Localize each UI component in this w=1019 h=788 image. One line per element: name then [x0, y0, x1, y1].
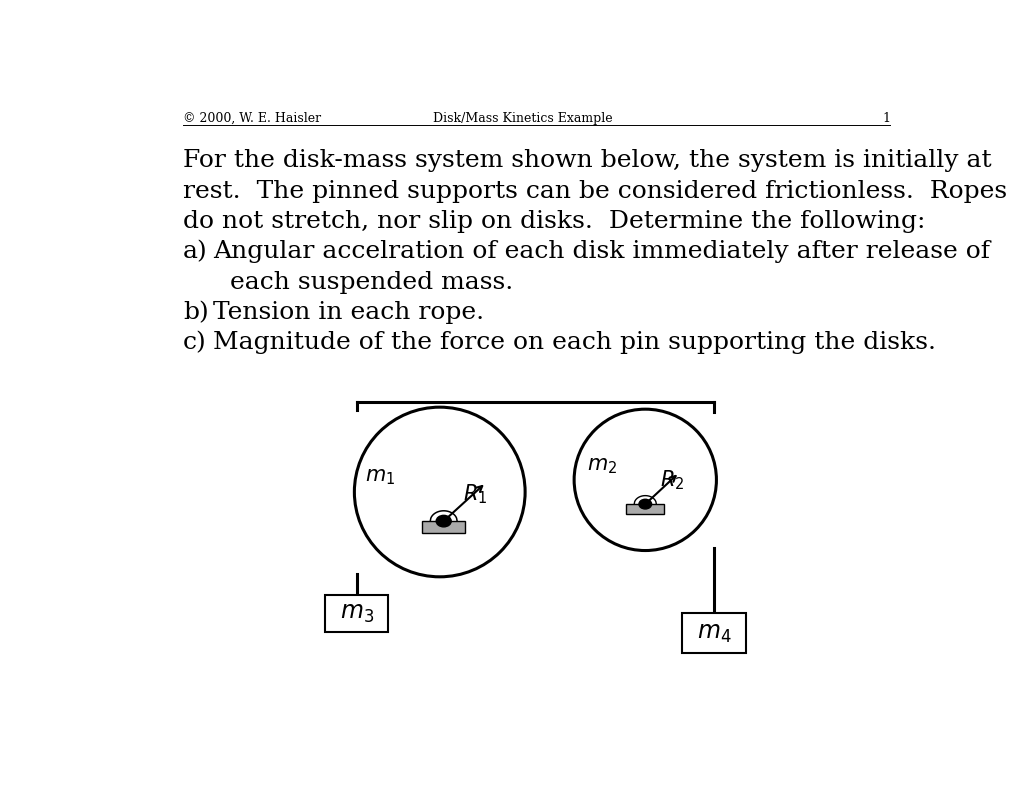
Bar — [325, 595, 388, 631]
Circle shape — [638, 500, 651, 509]
Text: do not stretch, nor slip on disks.  Determine the following:: do not stretch, nor slip on disks. Deter… — [182, 210, 924, 232]
Text: Disk/Mass Kinetics Example: Disk/Mass Kinetics Example — [432, 112, 612, 125]
Text: Angular accelration of each disk immediately after release of: Angular accelration of each disk immedia… — [213, 240, 988, 263]
Text: 1: 1 — [881, 112, 890, 125]
Text: For the disk-mass system shown below, the system is initially at: For the disk-mass system shown below, th… — [182, 149, 990, 172]
Text: c): c) — [182, 331, 207, 354]
Circle shape — [436, 515, 450, 527]
Text: $m_1$: $m_1$ — [365, 467, 395, 487]
Text: b): b) — [182, 301, 208, 324]
Text: $m_2$: $m_2$ — [586, 457, 616, 476]
Text: a): a) — [182, 240, 208, 263]
Text: © 2000, W. E. Haisler: © 2000, W. E. Haisler — [182, 112, 321, 125]
Bar — [422, 521, 465, 533]
Text: rest.  The pinned supports can be considered frictionless.  Ropes: rest. The pinned supports can be conside… — [182, 180, 1006, 203]
Text: Tension in each rope.: Tension in each rope. — [213, 301, 484, 324]
Text: Magnitude of the force on each pin supporting the disks.: Magnitude of the force on each pin suppo… — [213, 331, 935, 354]
Text: $R_1$: $R_1$ — [463, 482, 487, 506]
Text: $m_3$: $m_3$ — [339, 602, 373, 625]
Bar — [626, 504, 663, 515]
Text: $m_4$: $m_4$ — [696, 622, 731, 645]
Text: each suspended mass.: each suspended mass. — [230, 270, 513, 293]
Text: $R_2$: $R_2$ — [659, 468, 683, 492]
Bar — [682, 613, 745, 652]
